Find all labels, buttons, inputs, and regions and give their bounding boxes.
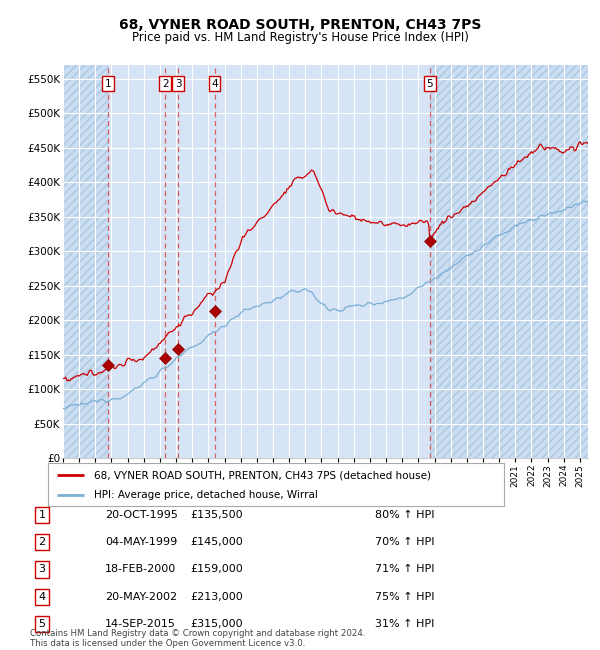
Text: 75% ↑ HPI: 75% ↑ HPI [375,592,434,602]
Bar [430,65,588,458]
Text: £213,000: £213,000 [190,592,243,602]
Text: 1: 1 [105,79,112,88]
Text: Price paid vs. HM Land Registry's House Price Index (HPI): Price paid vs. HM Land Registry's House … [131,31,469,44]
Text: £159,000: £159,000 [190,564,243,575]
Text: 4: 4 [38,592,46,602]
Bar [63,65,108,458]
Text: 80% ↑ HPI: 80% ↑ HPI [375,510,434,520]
Text: 20-OCT-1995: 20-OCT-1995 [105,510,178,520]
Bar [63,65,108,458]
Text: Contains HM Land Registry data © Crown copyright and database right 2024.
This d: Contains HM Land Registry data © Crown c… [30,629,365,648]
Text: 1: 1 [38,510,46,520]
Text: HPI: Average price, detached house, Wirral: HPI: Average price, detached house, Wirr… [94,490,317,500]
Text: 04-MAY-1999: 04-MAY-1999 [105,537,177,547]
Text: 68, VYNER ROAD SOUTH, PRENTON, CH43 7PS: 68, VYNER ROAD SOUTH, PRENTON, CH43 7PS [119,18,481,32]
Text: £315,000: £315,000 [190,619,243,629]
Text: 5: 5 [38,619,46,629]
Bar [430,65,588,458]
Text: 3: 3 [38,564,46,575]
Text: 3: 3 [175,79,181,88]
Text: 14-SEP-2015: 14-SEP-2015 [105,619,176,629]
Text: 4: 4 [211,79,218,88]
Text: £135,500: £135,500 [190,510,243,520]
Text: 20-MAY-2002: 20-MAY-2002 [105,592,177,602]
Text: 68, VYNER ROAD SOUTH, PRENTON, CH43 7PS (detached house): 68, VYNER ROAD SOUTH, PRENTON, CH43 7PS … [94,471,431,480]
Text: 5: 5 [427,79,433,88]
Text: £145,000: £145,000 [190,537,243,547]
Text: 31% ↑ HPI: 31% ↑ HPI [375,619,434,629]
Text: 70% ↑ HPI: 70% ↑ HPI [375,537,434,547]
Text: 2: 2 [38,537,46,547]
Text: 18-FEB-2000: 18-FEB-2000 [105,564,176,575]
Text: 71% ↑ HPI: 71% ↑ HPI [375,564,434,575]
Text: 2: 2 [162,79,169,88]
